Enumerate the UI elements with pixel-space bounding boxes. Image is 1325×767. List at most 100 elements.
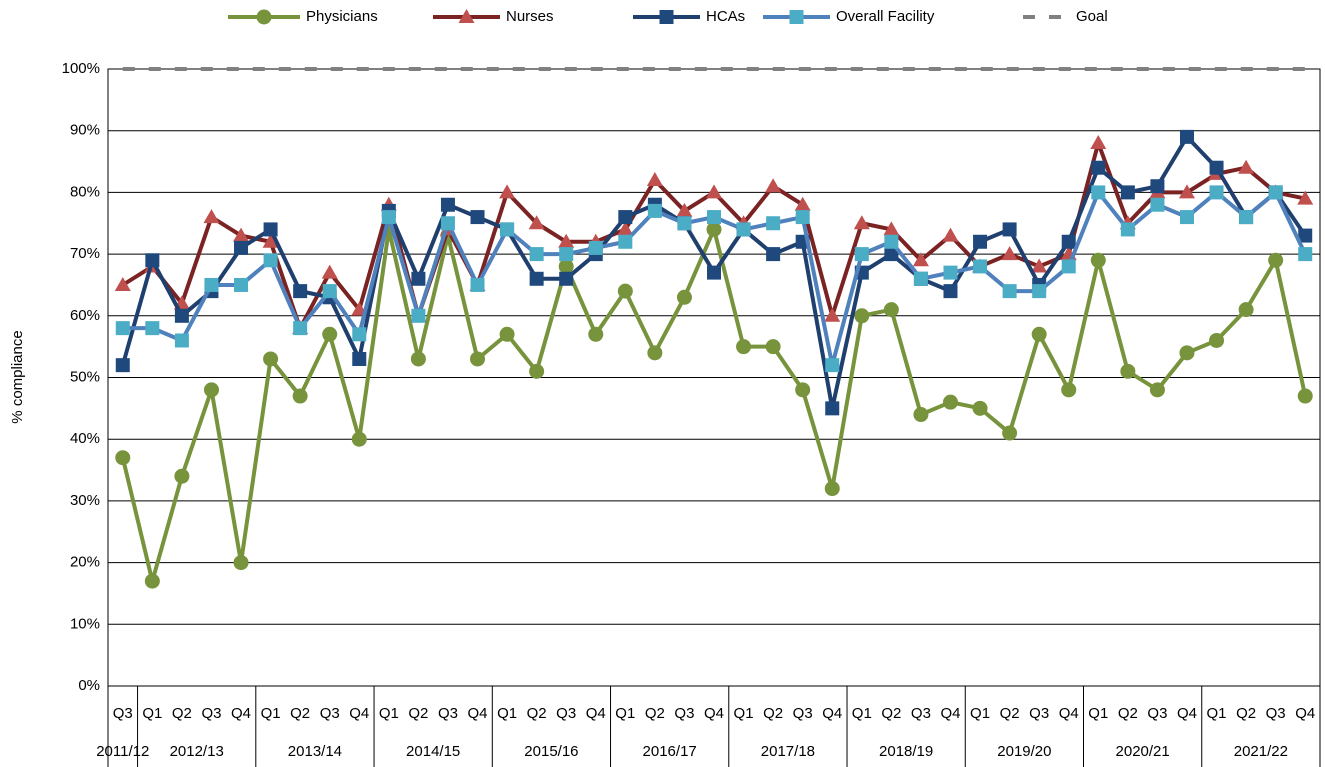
marker [204, 277, 219, 292]
x-tick-label: Q3 [911, 705, 931, 722]
marker [1120, 185, 1135, 200]
y-tick-label: 90% [70, 122, 100, 139]
x-tick-label: Q4 [468, 705, 488, 722]
x-tick-label: Q1 [1088, 705, 1108, 722]
marker [458, 9, 475, 23]
x-tick-label: Q1 [970, 705, 990, 722]
marker [1209, 160, 1224, 175]
plot-border [107, 68, 1321, 687]
x-tick-label: Q4 [231, 705, 251, 722]
marker [706, 221, 722, 237]
marker [440, 197, 455, 212]
x-tick-label: Q2 [645, 705, 665, 722]
marker [1149, 382, 1165, 398]
marker [115, 450, 131, 466]
marker [499, 326, 515, 342]
marker [262, 233, 279, 248]
legend-label: HCAs [706, 8, 745, 25]
marker [1178, 184, 1195, 199]
marker [676, 289, 692, 305]
x-group-label: 2014/15 [406, 743, 460, 760]
x-tick-label: Q2 [1000, 705, 1020, 722]
x-tick-label: Q4 [1059, 705, 1079, 722]
marker [203, 209, 220, 224]
marker [1032, 284, 1047, 299]
x-tick-label: Q3 [438, 705, 458, 722]
marker [470, 277, 485, 292]
x-tick-label: Q2 [527, 705, 547, 722]
marker [973, 259, 988, 274]
marker [884, 234, 899, 249]
marker [1179, 210, 1194, 225]
marker [824, 307, 841, 322]
marker [1061, 382, 1077, 398]
marker [618, 234, 633, 249]
marker [943, 284, 958, 299]
marker [1031, 258, 1048, 273]
marker [824, 481, 840, 497]
marker [529, 271, 544, 286]
marker [174, 468, 190, 484]
marker [913, 271, 928, 286]
y-tick-label: 10% [70, 615, 100, 632]
x-tick-label: Q3 [793, 705, 813, 722]
x-group-label: 2017/18 [761, 743, 815, 760]
marker [529, 363, 545, 379]
marker [765, 178, 782, 193]
marker [1002, 425, 1018, 441]
marker [972, 400, 988, 416]
marker [263, 351, 279, 367]
x-tick-label: Q1 [379, 705, 399, 722]
x-group-label: 2011/12 [96, 743, 149, 760]
marker [293, 321, 308, 336]
marker [322, 284, 337, 299]
marker [795, 382, 811, 398]
marker [1297, 388, 1313, 404]
marker [1150, 179, 1165, 194]
marker [256, 9, 272, 25]
marker [351, 431, 367, 447]
marker [174, 333, 189, 348]
marker [1268, 185, 1283, 200]
marker [292, 388, 308, 404]
marker [766, 216, 781, 231]
marker [263, 222, 278, 237]
marker [854, 308, 870, 324]
marker [115, 358, 130, 373]
x-tick-label: Q2 [1118, 705, 1138, 722]
x-tick-label: Q2 [881, 705, 901, 722]
x-tick-label: Q3 [113, 705, 133, 722]
x-tick-label: Q2 [172, 705, 192, 722]
marker [470, 351, 486, 367]
marker [145, 253, 160, 268]
marker [766, 247, 781, 262]
marker [853, 215, 870, 230]
marker [1091, 160, 1106, 175]
marker [677, 216, 692, 231]
x-tick-label: Q4 [940, 705, 960, 722]
marker [114, 276, 131, 291]
x-tick-label: Q3 [674, 705, 694, 722]
x-tick-label: Q4 [1295, 705, 1315, 722]
marker [1298, 228, 1313, 243]
x-tick-label: Q1 [142, 705, 162, 722]
marker [440, 216, 455, 231]
x-group-label: 2020/21 [1116, 743, 1170, 760]
marker [1002, 222, 1017, 237]
marker [263, 253, 278, 268]
marker [144, 573, 160, 589]
marker [647, 203, 662, 218]
marker [1179, 345, 1195, 361]
marker [1061, 234, 1076, 249]
y-tick-label: 20% [70, 554, 100, 571]
legend-label: Overall Facility [836, 8, 935, 25]
x-tick-label: Q4 [704, 705, 724, 722]
marker [646, 172, 663, 187]
marker [352, 351, 367, 366]
marker [795, 210, 810, 225]
x-tick-label: Q4 [1177, 705, 1197, 722]
marker [1002, 284, 1017, 299]
marker [410, 351, 426, 367]
marker [884, 247, 899, 262]
marker [913, 407, 929, 423]
